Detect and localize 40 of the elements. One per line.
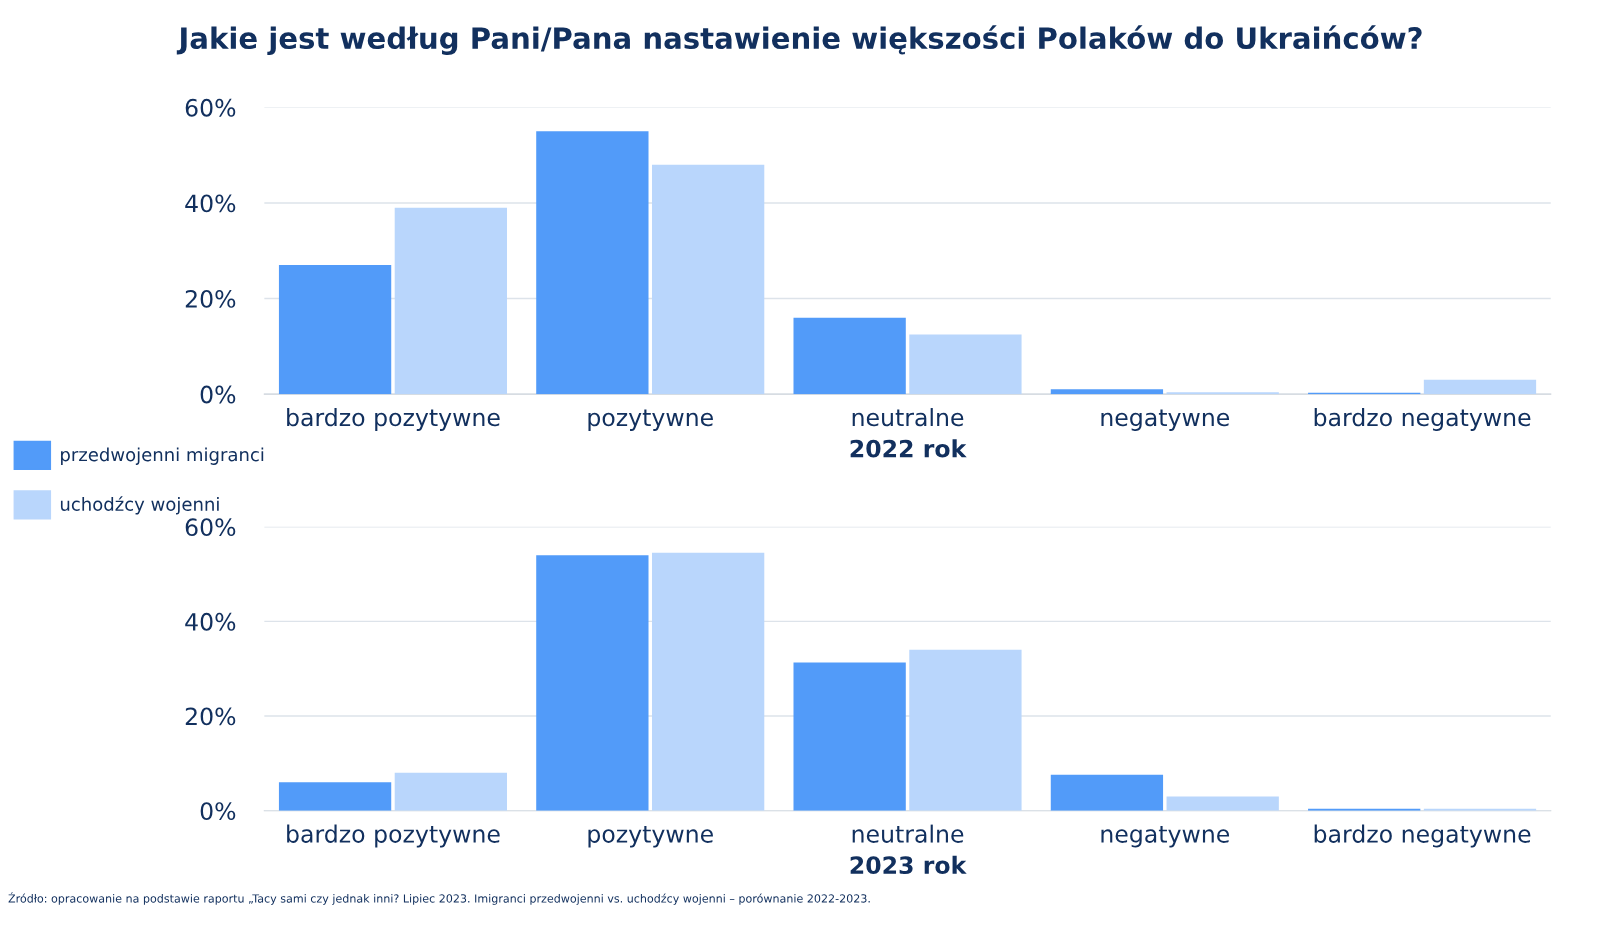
legend-label: przedwojenni migranci bbox=[61, 447, 264, 465]
x-tick-label: negatywne bbox=[1101, 825, 1230, 848]
y-tick-label: 40% bbox=[185, 612, 236, 631]
y-tick-label: 20% bbox=[185, 707, 236, 726]
bar bbox=[394, 207, 508, 395]
legend-label: uchodźcy wojenni bbox=[60, 496, 219, 515]
y-tick-label: 0% bbox=[200, 385, 236, 404]
x-tick-label: bardzo pozytywne bbox=[287, 408, 500, 431]
x-tick-label: pozytywne bbox=[588, 825, 713, 848]
y-tick-label: 20% bbox=[185, 290, 236, 308]
y-tick-label: 40% bbox=[185, 194, 236, 213]
text: Źródło: opracowanie na podstawie raportu „Tacy sami czy jednak inni? Lipiec 2023. Imigranci przedwojenni vs. uchodźcy wojenni – porównanie 2022-2023. bbox=[8, 892, 870, 905]
x-tick-label: neutralne bbox=[852, 408, 964, 427]
x-tick-label: negatywne bbox=[1101, 409, 1230, 431]
bar bbox=[793, 662, 906, 811]
x-tick-label: pozytywne bbox=[588, 409, 713, 431]
bar bbox=[651, 552, 765, 811]
bar bbox=[793, 317, 906, 395]
y-tick-label: 60% bbox=[185, 98, 236, 117]
bar bbox=[1166, 796, 1279, 811]
x-tick-label: bardzo negatywne bbox=[1314, 824, 1531, 848]
y-tick-label: 60% bbox=[185, 518, 236, 537]
bar bbox=[536, 555, 649, 811]
x-tick-label: neutralne bbox=[852, 824, 964, 843]
bar bbox=[909, 649, 1022, 811]
x-axis-title: 2023 rok bbox=[850, 855, 967, 875]
y-tick-label: 0% bbox=[200, 802, 236, 821]
x-axis-title: 2022 rok bbox=[850, 439, 967, 458]
bar bbox=[278, 782, 392, 811]
bar bbox=[536, 131, 649, 395]
bar bbox=[1050, 389, 1164, 395]
x-tick-label: bardzo pozytywne bbox=[287, 824, 500, 848]
x-tick-label: bardzo negatywne bbox=[1314, 408, 1531, 431]
bar bbox=[909, 334, 1022, 395]
bar bbox=[651, 164, 765, 395]
bar bbox=[278, 265, 392, 395]
chart-title: Jakie jest według Pani/Pana nastawienie większości Polaków do Ukraińców? bbox=[176, 25, 1422, 55]
bar bbox=[394, 772, 508, 811]
bar bbox=[1423, 379, 1537, 395]
bar bbox=[1050, 774, 1164, 811]
